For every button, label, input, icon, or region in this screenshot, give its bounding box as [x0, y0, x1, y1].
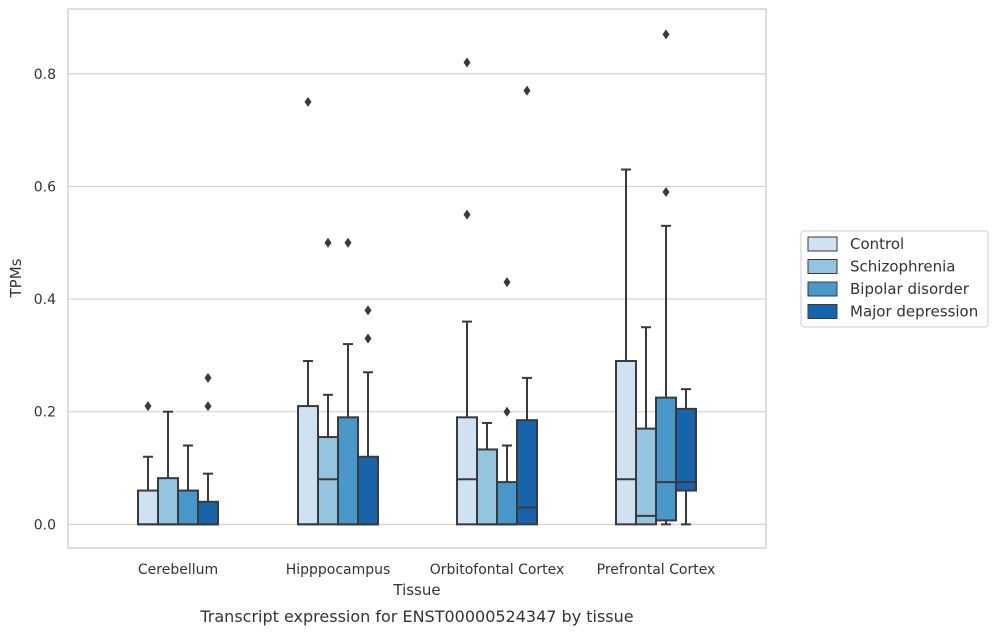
- y-tick-label: 0.0: [34, 517, 56, 533]
- x-tick-labels: Cerebellum Hipppocampus Orbitofontal Corte…: [138, 562, 715, 578]
- y-axis-label: TPMs: [7, 258, 25, 298]
- outlier-point: [463, 209, 471, 220]
- box-major-depression: [197, 372, 219, 526]
- x-tick-label: Prefrontal Cortex: [597, 562, 716, 578]
- plot-frame: [67, 8, 767, 549]
- box-iqr: [317, 436, 339, 526]
- outlier-point: [304, 96, 312, 107]
- outlier-point: [503, 406, 511, 417]
- outlier-point: [463, 57, 471, 68]
- box-control: [456, 57, 478, 526]
- box-iqr: [516, 419, 538, 526]
- box-iqr: [476, 448, 498, 526]
- box-iqr: [337, 416, 359, 526]
- outlier-point: [204, 372, 212, 383]
- legend-frame: [800, 230, 989, 328]
- box-iqr: [675, 407, 697, 492]
- outlier-point: [662, 29, 670, 40]
- box-iqr: [157, 477, 179, 526]
- x-tick-label: Cerebellum: [138, 562, 218, 578]
- box-control: [137, 401, 159, 526]
- box-bipolar-disorder: [177, 444, 199, 526]
- chart-caption: Transcript expression for ENST0000052434…: [199, 607, 633, 626]
- legend-label: Schizophrenia: [850, 258, 955, 276]
- outlier-point: [324, 237, 332, 248]
- outlier-point: [523, 85, 531, 96]
- box-iqr: [456, 416, 478, 526]
- legend-swatch: [807, 281, 838, 297]
- box-control: [297, 96, 319, 526]
- y-tick-label: 0.6: [34, 179, 56, 195]
- box-schizophrenia: [157, 410, 179, 526]
- legend-label: Major depression: [850, 303, 978, 321]
- box-bipolar-disorder: [655, 29, 677, 526]
- box-iqr: [137, 489, 159, 526]
- box-bipolar-disorder: [496, 277, 518, 526]
- box-schizophrenia: [317, 237, 339, 526]
- outlier-point: [662, 187, 670, 198]
- box-major-depression: [357, 305, 379, 526]
- outlier-point: [364, 333, 372, 344]
- outlier-point: [204, 401, 212, 412]
- outlier-point: [144, 401, 152, 412]
- box-iqr: [615, 360, 637, 526]
- x-axis-label: Tissue: [392, 581, 440, 599]
- outlier-point: [344, 237, 352, 248]
- box-iqr: [635, 427, 657, 526]
- box-control: [615, 168, 637, 526]
- y-tick-label: 0.4: [34, 292, 56, 308]
- legend-label: Bipolar disorder: [850, 280, 970, 298]
- legend-swatch: [807, 236, 838, 252]
- box-iqr: [297, 405, 319, 526]
- legend: Control Schizophrenia Bipolar disorder Majo…: [800, 230, 989, 328]
- box-schizophrenia: [635, 326, 657, 526]
- x-tick-label: Hipppocampus: [286, 562, 391, 578]
- box-iqr: [177, 489, 199, 526]
- box-iqr: [357, 455, 379, 526]
- x-tick-label: Orbitofontal Cortex: [430, 562, 565, 578]
- y-tick-label: 0.8: [34, 67, 56, 83]
- box-iqr: [655, 396, 677, 522]
- legend-swatch: [807, 304, 838, 319]
- box-iqr: [197, 500, 219, 526]
- box-bipolar-disorder: [337, 237, 359, 526]
- y-tick-label: 0.2: [34, 405, 56, 421]
- legend-label: Control: [850, 235, 904, 253]
- y-tick-labels: 0.0 0.2 0.4 0.6 0.8: [34, 67, 56, 534]
- legend-swatch: [807, 259, 838, 274]
- box-iqr: [496, 481, 518, 526]
- box-major-depression: [516, 85, 538, 526]
- box-major-depression: [675, 388, 697, 526]
- outlier-point: [503, 277, 511, 288]
- boxes: [137, 29, 697, 526]
- outlier-point: [364, 305, 372, 316]
- box-schizophrenia: [476, 421, 498, 526]
